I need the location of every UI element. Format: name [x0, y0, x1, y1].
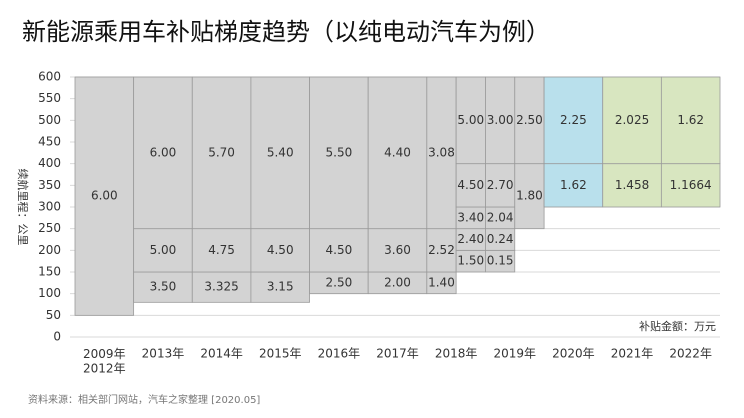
x-tick-label: 2013年	[142, 347, 185, 361]
cell-label: 1.62	[560, 178, 587, 192]
chart-title: 新能源乘用车补贴梯度趋势（以纯电动汽车为例）	[22, 18, 550, 46]
x-tick-label: 2014年	[200, 347, 243, 361]
y-tick-label: 250	[38, 221, 61, 235]
cell-label: 2.52	[428, 243, 455, 257]
cell-label: 4.50	[326, 243, 353, 257]
cell-label: 2.70	[487, 178, 514, 192]
cell	[74, 76, 135, 316]
cell	[191, 271, 252, 303]
y-tick-label: 50	[46, 308, 61, 322]
cell-label: 5.50	[326, 145, 353, 159]
cell-label: 0.15	[487, 254, 514, 268]
cell-label: 6.00	[150, 145, 177, 159]
cell-label: 1.458	[615, 178, 649, 192]
cell	[514, 76, 545, 165]
x-tick-label: 2020年	[552, 347, 595, 361]
cell-label: 5.00	[150, 243, 177, 257]
cell	[455, 163, 486, 208]
cell-label: 5.70	[208, 145, 235, 159]
cell-label: 5.40	[267, 145, 294, 159]
cell	[191, 76, 252, 230]
x-tick-label: 2016年	[318, 347, 361, 361]
cell-label: 1.62	[677, 113, 704, 127]
cell-label: 4.50	[267, 243, 294, 257]
cell-label: 2.04	[487, 210, 514, 224]
y-tick-label: 550	[38, 91, 61, 105]
cell	[133, 271, 193, 303]
cell-label: 6.00	[91, 189, 118, 203]
cell-label: 3.00	[487, 113, 514, 127]
x-tick-label: 2019年	[493, 347, 536, 361]
cell	[426, 228, 457, 273]
cell-label: 4.75	[208, 243, 235, 257]
cell	[250, 228, 310, 273]
y-tick-label: 150	[38, 265, 61, 279]
cell-label: 3.15	[267, 280, 294, 294]
cell-label: 4.50	[457, 178, 484, 192]
y-tick-label: 0	[53, 330, 61, 344]
cell-label: 5.00	[457, 113, 484, 127]
cell-label: 1.80	[516, 189, 543, 203]
cell	[250, 76, 310, 230]
cell	[309, 76, 369, 230]
x-tick-label: 2021年	[611, 347, 654, 361]
cell	[426, 76, 457, 230]
cell	[660, 76, 721, 165]
cell	[602, 76, 662, 165]
cell-label: 4.40	[384, 145, 411, 159]
cell	[485, 76, 516, 165]
x-tick-label: 2009年 2012年	[83, 347, 126, 375]
cell	[191, 228, 252, 273]
cell-label: 0.24	[487, 232, 514, 246]
y-axis-label: 续航里程：公里	[16, 169, 30, 246]
cell-label: 3.08	[428, 145, 455, 159]
y-tick-label: 350	[38, 178, 61, 192]
y-tick-label: 300	[38, 200, 61, 214]
y-tick-label: 200	[38, 243, 61, 257]
y-tick-label: 450	[38, 135, 61, 149]
cell-label: 2.40	[457, 232, 484, 246]
cell	[543, 163, 604, 208]
cell-label: 2.50	[326, 275, 353, 289]
x-tick-label: 2017年	[376, 347, 419, 361]
x-tick-label: 2022年	[669, 347, 712, 361]
y-tick-label: 500	[38, 113, 61, 127]
cell	[455, 76, 486, 165]
cell	[133, 76, 193, 230]
x-tick-label: 2015年	[259, 347, 302, 361]
y-tick-label: 100	[38, 286, 61, 300]
annotation: 补贴金额：万元	[639, 319, 716, 333]
cell-label: 3.60	[384, 243, 411, 257]
cell	[543, 76, 604, 165]
cell	[485, 163, 516, 208]
cell	[309, 228, 369, 273]
source: 资料来源：相关部门网站，汽车之家整理 [2020.05]	[28, 393, 260, 406]
cell	[133, 228, 193, 273]
y-tick-label: 400	[38, 156, 61, 170]
cell-label: 2.50	[516, 113, 543, 127]
cell-label: 2.00	[384, 275, 411, 289]
y-tick-label: 600	[38, 70, 61, 84]
cell	[367, 76, 428, 230]
cell-label: 3.50	[150, 280, 177, 294]
cell-label: 1.40	[428, 275, 455, 289]
cell-label: 2.025	[615, 113, 649, 127]
cell-label: 3.325	[204, 280, 238, 294]
cell-label: 2.25	[560, 113, 587, 127]
cell	[514, 163, 545, 230]
x-tick-label: 2018年	[435, 347, 478, 361]
cell-label: 3.40	[457, 210, 484, 224]
cell-label: 1.1664	[670, 178, 712, 192]
cell-label: 1.50	[457, 254, 484, 268]
